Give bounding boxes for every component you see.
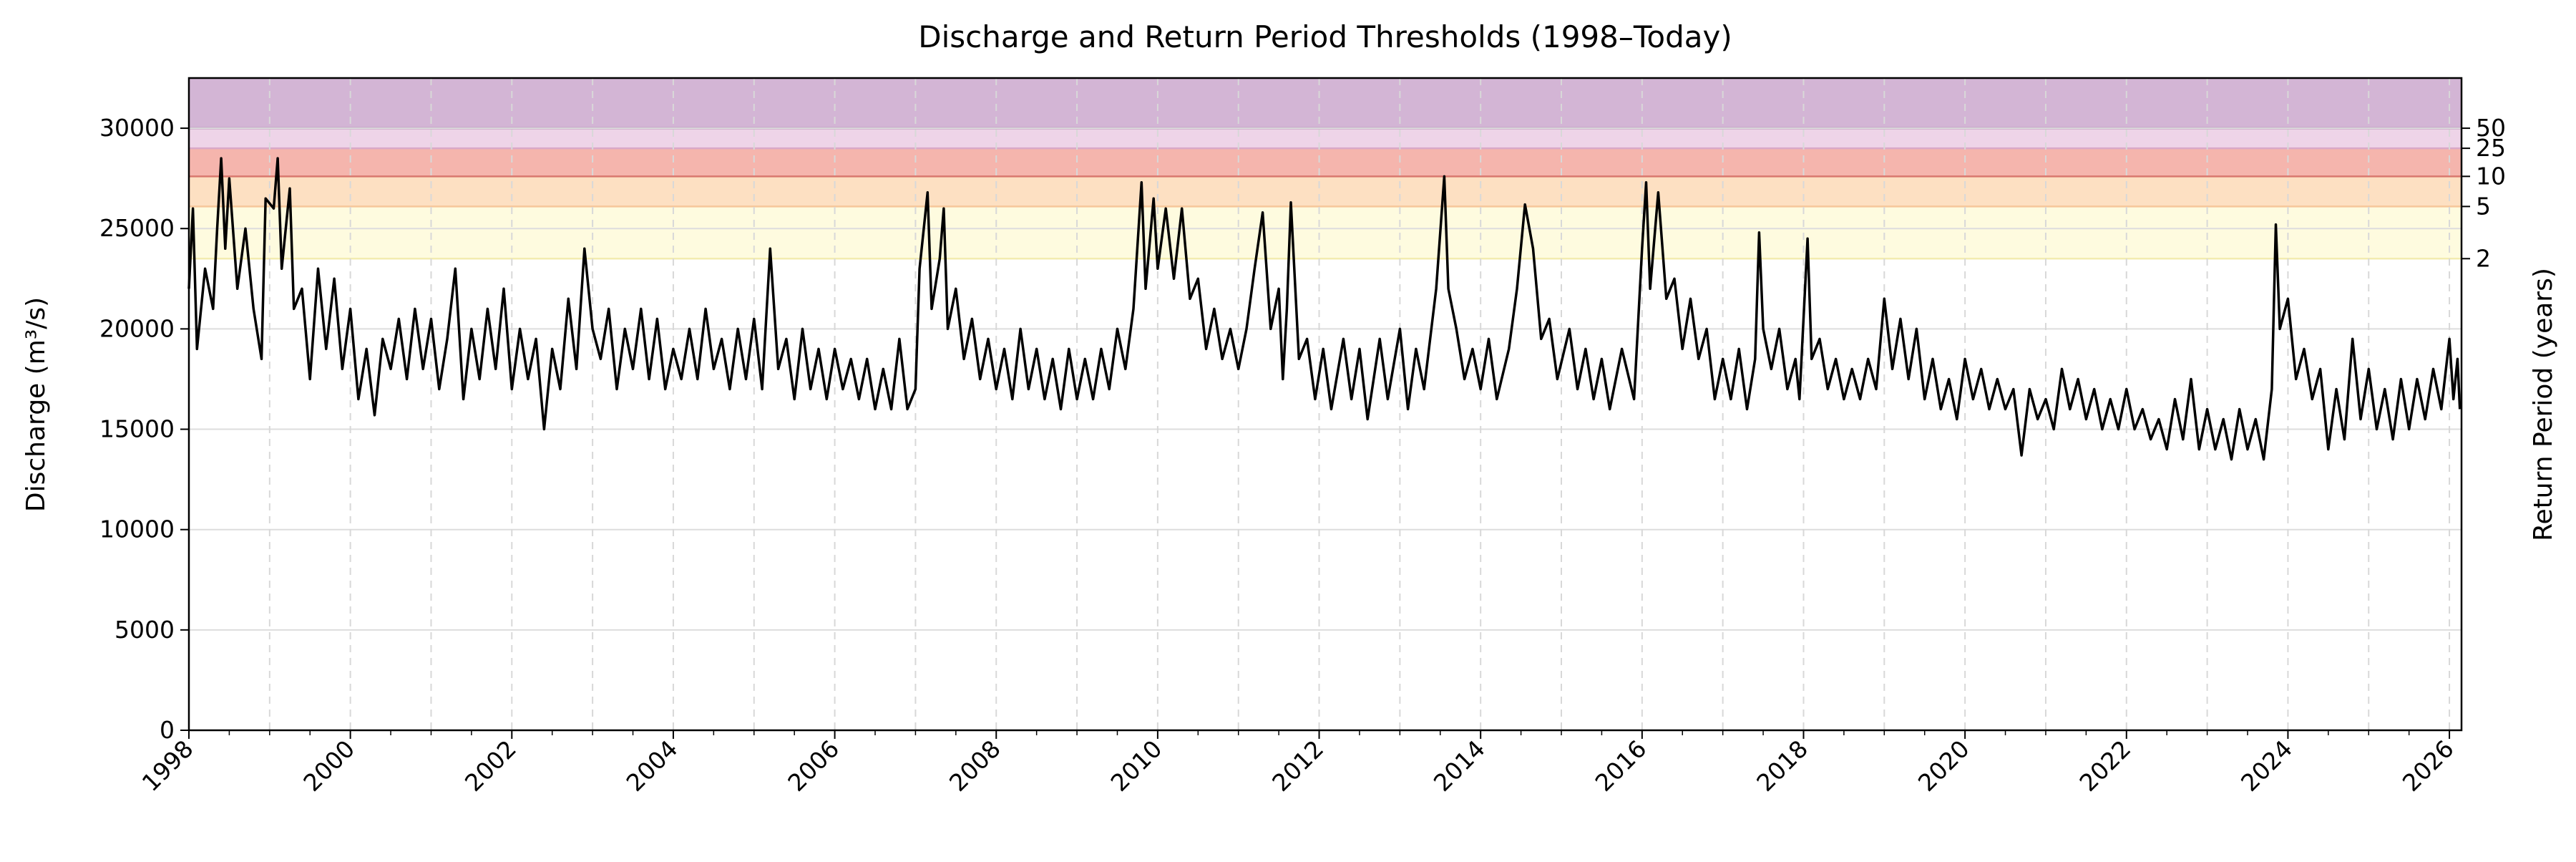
y2-axis-label: Return Period (years): [2529, 268, 2558, 541]
grid: [188, 78, 2462, 731]
return-period-band: [189, 128, 2462, 149]
y-axis-label: Discharge (m³/s): [21, 297, 51, 512]
plot-frame: [187, 77, 2463, 732]
return-period-band: [189, 148, 2462, 177]
y-tick-label: 15000: [99, 415, 175, 443]
y-tick-label: 25000: [99, 214, 175, 242]
plot: [187, 157, 2462, 461]
y2-tick-label: 5: [2476, 192, 2491, 220]
y2-tick-label: 2: [2476, 244, 2491, 272]
chart-title: Discharge and Return Period Thresholds (…: [918, 19, 1732, 54]
return-period-band: [189, 176, 2462, 207]
y-tick-label: 20000: [99, 314, 175, 342]
y2-tick-label: 10: [2476, 162, 2506, 190]
y-tick-label: 0: [160, 716, 175, 744]
discharge-line: [187, 157, 2462, 461]
return-period-band: [189, 78, 2462, 129]
bands: [189, 78, 2462, 260]
y2-tick-label: 50: [2476, 114, 2506, 142]
y-tick-label: 10000: [99, 515, 175, 543]
y-tick-label: 5000: [114, 616, 175, 644]
y2-tick-label: 25: [2476, 134, 2506, 162]
y-tick-label: 30000: [99, 114, 175, 142]
return-period-band: [189, 206, 2462, 259]
